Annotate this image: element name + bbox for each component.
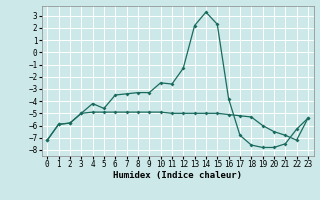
X-axis label: Humidex (Indice chaleur): Humidex (Indice chaleur) bbox=[113, 171, 242, 180]
